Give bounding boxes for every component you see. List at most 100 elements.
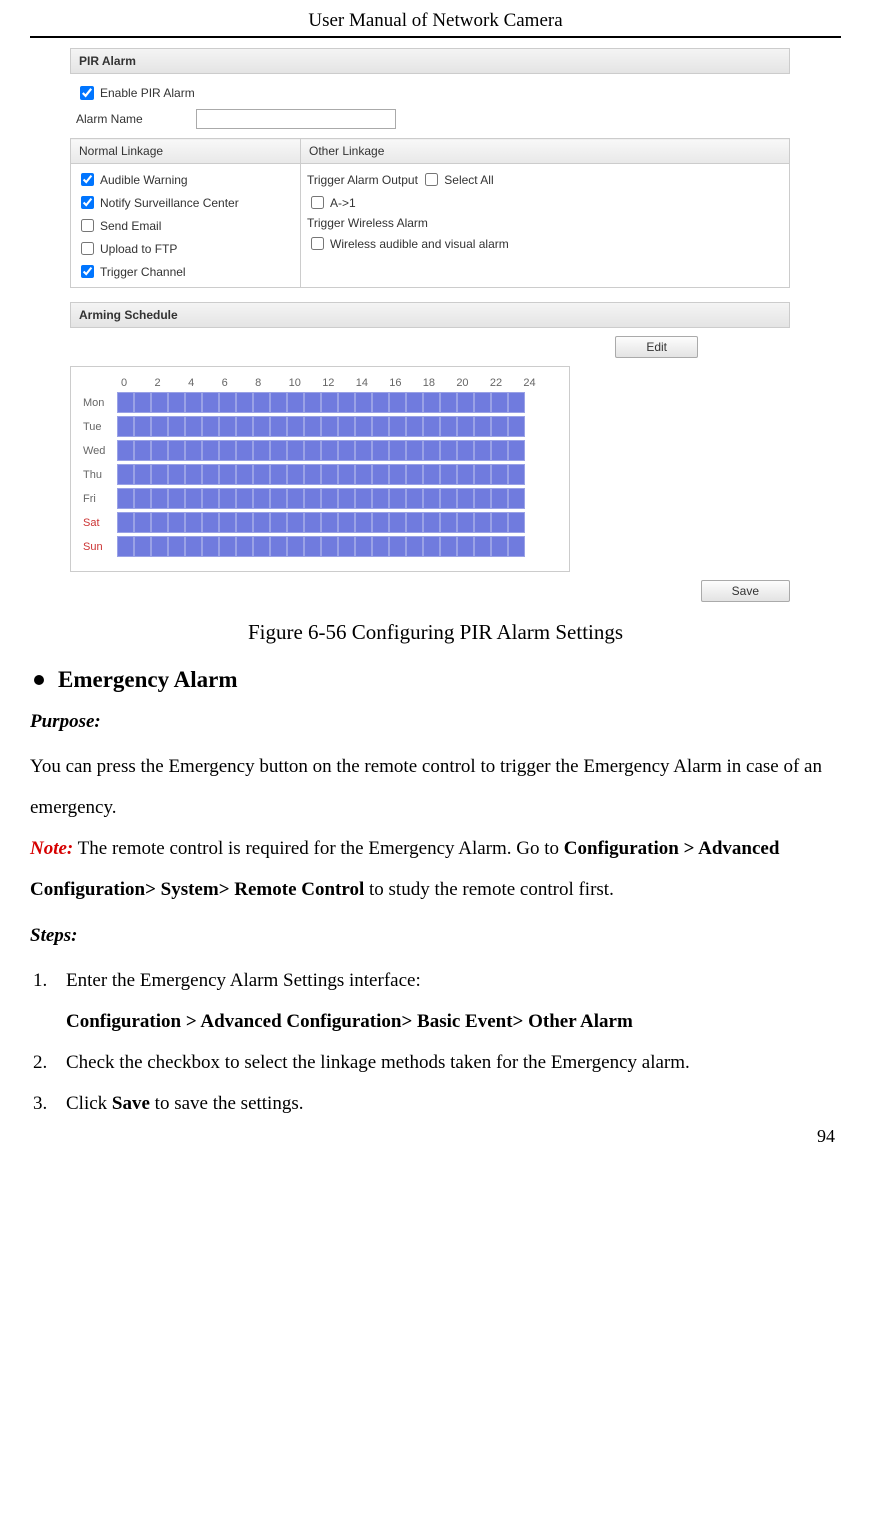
schedule-cell[interactable] bbox=[151, 392, 168, 413]
schedule-cell[interactable] bbox=[270, 392, 287, 413]
schedule-cell[interactable] bbox=[304, 440, 321, 461]
schedule-cell[interactable] bbox=[355, 512, 372, 533]
schedule-grid[interactable] bbox=[117, 488, 525, 509]
schedule-cell[interactable] bbox=[372, 416, 389, 437]
schedule-cell[interactable] bbox=[321, 488, 338, 509]
schedule-cell[interactable] bbox=[440, 512, 457, 533]
schedule-cell[interactable] bbox=[389, 536, 406, 557]
schedule-cell[interactable] bbox=[134, 512, 151, 533]
schedule-cell[interactable] bbox=[474, 464, 491, 485]
schedule-cell[interactable] bbox=[151, 536, 168, 557]
schedule-cell[interactable] bbox=[117, 512, 134, 533]
save-button[interactable]: Save bbox=[701, 580, 790, 602]
schedule-cell[interactable] bbox=[508, 416, 525, 437]
schedule-cell[interactable] bbox=[406, 416, 423, 437]
schedule-cell[interactable] bbox=[287, 512, 304, 533]
schedule-cell[interactable] bbox=[117, 536, 134, 557]
schedule-cell[interactable] bbox=[253, 488, 270, 509]
schedule-cell[interactable] bbox=[440, 488, 457, 509]
schedule-cell[interactable] bbox=[168, 512, 185, 533]
schedule-cell[interactable] bbox=[406, 392, 423, 413]
schedule-cell[interactable] bbox=[151, 488, 168, 509]
schedule-cell[interactable] bbox=[219, 512, 236, 533]
schedule-cell[interactable] bbox=[117, 464, 134, 485]
schedule-grid[interactable] bbox=[117, 440, 525, 461]
schedule-cell[interactable] bbox=[508, 512, 525, 533]
schedule-cell[interactable] bbox=[270, 512, 287, 533]
schedule-cell[interactable] bbox=[406, 440, 423, 461]
schedule-cell[interactable] bbox=[253, 512, 270, 533]
select-all-checkbox[interactable] bbox=[425, 173, 438, 186]
schedule-cell[interactable] bbox=[355, 464, 372, 485]
schedule-cell[interactable] bbox=[287, 440, 304, 461]
schedule-cell[interactable] bbox=[321, 392, 338, 413]
schedule-cell[interactable] bbox=[304, 416, 321, 437]
schedule-cell[interactable] bbox=[304, 512, 321, 533]
schedule-cell[interactable] bbox=[457, 536, 474, 557]
schedule-cell[interactable] bbox=[304, 536, 321, 557]
schedule-cell[interactable] bbox=[474, 440, 491, 461]
schedule-cell[interactable] bbox=[508, 464, 525, 485]
schedule-cell[interactable] bbox=[219, 416, 236, 437]
schedule-cell[interactable] bbox=[406, 464, 423, 485]
schedule-cell[interactable] bbox=[491, 512, 508, 533]
schedule-cell[interactable] bbox=[219, 464, 236, 485]
schedule-cell[interactable] bbox=[304, 392, 321, 413]
enable-pir-checkbox[interactable] bbox=[80, 86, 94, 100]
schedule-cell[interactable] bbox=[321, 440, 338, 461]
schedule-cell[interactable] bbox=[406, 536, 423, 557]
schedule-cell[interactable] bbox=[168, 488, 185, 509]
schedule-cell[interactable] bbox=[253, 536, 270, 557]
schedule-cell[interactable] bbox=[134, 392, 151, 413]
schedule-cell[interactable] bbox=[372, 512, 389, 533]
schedule-grid[interactable] bbox=[117, 536, 525, 557]
schedule-cell[interactable] bbox=[117, 392, 134, 413]
schedule-cell[interactable] bbox=[355, 440, 372, 461]
schedule-cell[interactable] bbox=[423, 536, 440, 557]
schedule-cell[interactable] bbox=[117, 488, 134, 509]
schedule-cell[interactable] bbox=[134, 536, 151, 557]
schedule-cell[interactable] bbox=[202, 464, 219, 485]
schedule-cell[interactable] bbox=[202, 440, 219, 461]
schedule-cell[interactable] bbox=[168, 416, 185, 437]
schedule-cell[interactable] bbox=[355, 392, 372, 413]
schedule-cell[interactable] bbox=[406, 488, 423, 509]
schedule-cell[interactable] bbox=[508, 440, 525, 461]
schedule-cell[interactable] bbox=[270, 416, 287, 437]
schedule-grid[interactable] bbox=[117, 464, 525, 485]
schedule-cell[interactable] bbox=[423, 488, 440, 509]
schedule-cell[interactable] bbox=[474, 488, 491, 509]
schedule-cell[interactable] bbox=[508, 488, 525, 509]
schedule-cell[interactable] bbox=[355, 536, 372, 557]
schedule-cell[interactable] bbox=[474, 392, 491, 413]
schedule-cell[interactable] bbox=[185, 536, 202, 557]
schedule-cell[interactable] bbox=[219, 440, 236, 461]
alarm-name-input[interactable] bbox=[196, 109, 396, 129]
schedule-cell[interactable] bbox=[338, 416, 355, 437]
schedule-cell[interactable] bbox=[389, 488, 406, 509]
schedule-cell[interactable] bbox=[202, 512, 219, 533]
schedule-cell[interactable] bbox=[389, 416, 406, 437]
schedule-cell[interactable] bbox=[423, 416, 440, 437]
schedule-cell[interactable] bbox=[321, 416, 338, 437]
schedule-cell[interactable] bbox=[168, 536, 185, 557]
schedule-cell[interactable] bbox=[338, 440, 355, 461]
upload-ftp-checkbox[interactable] bbox=[81, 242, 94, 255]
schedule-cell[interactable] bbox=[236, 536, 253, 557]
schedule-cell[interactable] bbox=[185, 416, 202, 437]
schedule-cell[interactable] bbox=[389, 464, 406, 485]
schedule-cell[interactable] bbox=[253, 440, 270, 461]
schedule-cell[interactable] bbox=[491, 440, 508, 461]
schedule-cell[interactable] bbox=[372, 536, 389, 557]
schedule-cell[interactable] bbox=[457, 440, 474, 461]
schedule-cell[interactable] bbox=[389, 392, 406, 413]
schedule-cell[interactable] bbox=[185, 512, 202, 533]
schedule-cell[interactable] bbox=[440, 464, 457, 485]
schedule-cell[interactable] bbox=[304, 488, 321, 509]
schedule-cell[interactable] bbox=[117, 416, 134, 437]
schedule-cell[interactable] bbox=[134, 464, 151, 485]
schedule-cell[interactable] bbox=[253, 392, 270, 413]
schedule-cell[interactable] bbox=[134, 488, 151, 509]
schedule-cell[interactable] bbox=[202, 488, 219, 509]
schedule-cell[interactable] bbox=[219, 536, 236, 557]
